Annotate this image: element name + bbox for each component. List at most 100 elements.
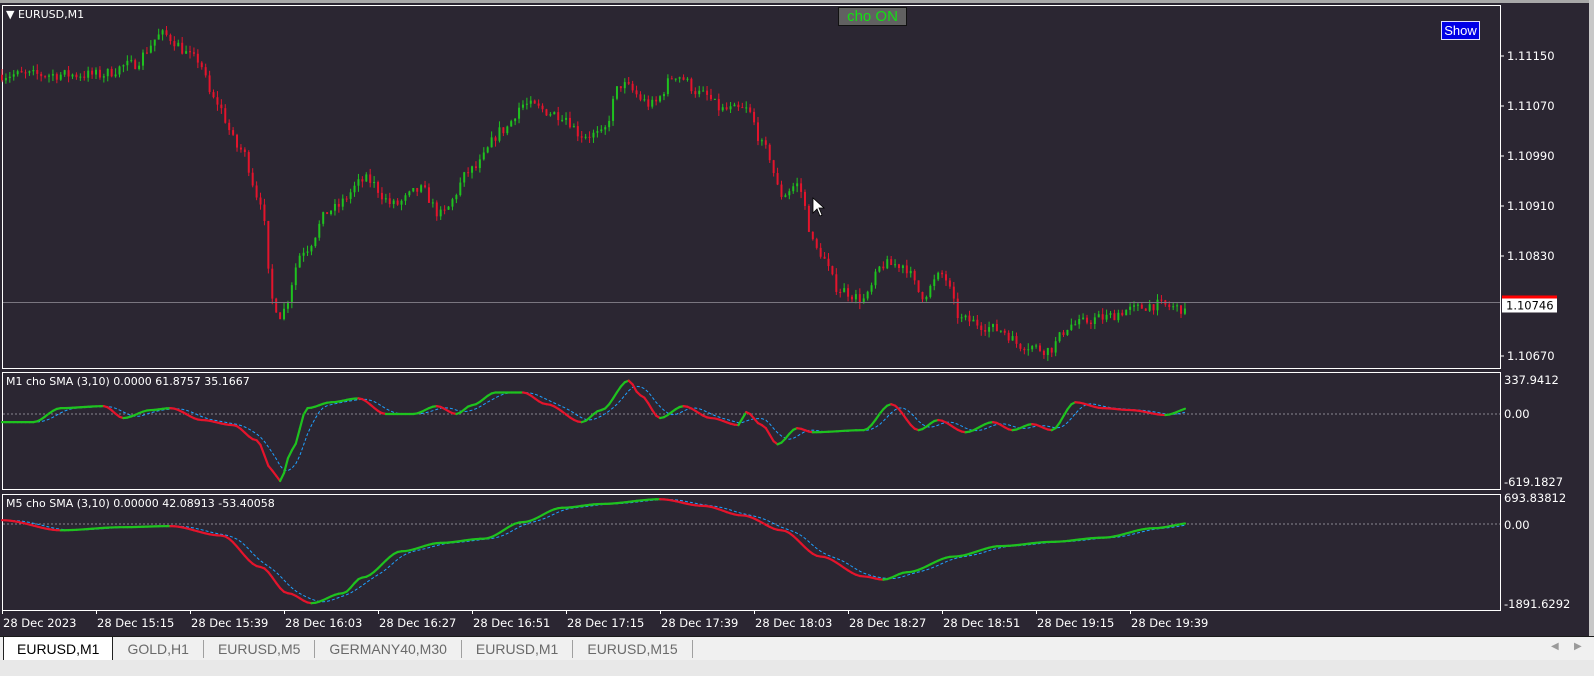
bull-candle — [1105, 314, 1108, 320]
time-tick-label: 28 Dec 15:15 — [97, 616, 174, 630]
bear-candle — [1089, 322, 1092, 325]
bear-candle — [858, 294, 861, 303]
cho-line-segment — [279, 471, 286, 483]
bear-candle — [267, 221, 270, 269]
bear-candle — [1015, 336, 1018, 344]
scroll-right-icon[interactable]: ▶ — [1574, 641, 1582, 652]
show-button[interactable]: Show — [1441, 21, 1480, 40]
bear-candle — [44, 76, 47, 78]
bear-candle — [823, 256, 826, 259]
bear-candle — [952, 286, 955, 299]
tab-germany40-m30[interactable]: GERMANY40,M30 — [315, 640, 462, 658]
bull-candle — [529, 100, 532, 104]
pane-frame — [2, 5, 1501, 369]
bear-candle — [897, 264, 900, 268]
bull-candle — [870, 285, 873, 292]
bull-candle — [87, 70, 90, 78]
m5-min-label: -1891.6292 — [1504, 597, 1570, 611]
bear-candle — [216, 97, 219, 105]
cho-on-button[interactable]: cho ON — [838, 7, 907, 26]
bull-candle — [59, 74, 62, 80]
bull-candle — [12, 74, 15, 77]
bull-candle — [310, 246, 313, 252]
cho-line-segment — [901, 413, 908, 421]
bull-candle — [157, 34, 160, 40]
tab-eurusd-m1-2[interactable]: EURUSD,M1 — [462, 640, 574, 658]
bull-candle — [514, 118, 517, 122]
cho-line-segment — [615, 385, 622, 394]
dropdown-triangle-icon[interactable]: ▼ — [6, 8, 15, 21]
bull-candle — [1070, 324, 1073, 330]
bear-candle — [165, 30, 168, 35]
bull-candle — [95, 69, 98, 75]
bull-candle — [1136, 304, 1139, 306]
pane-frame — [2, 494, 1501, 611]
bull-candle — [1027, 349, 1030, 351]
scroll-left-icon[interactable]: ◀ — [1551, 641, 1559, 652]
bull-candle — [674, 78, 677, 80]
bull-candle — [862, 298, 865, 303]
cho-line-segment — [737, 417, 744, 427]
chart-canvas[interactable]: 1.11150 1.11070 1.10990 1.10910 1.10830 1.106… — [0, 0, 1594, 636]
bull-candle — [1078, 318, 1081, 325]
bear-candle — [494, 137, 497, 141]
bull-candle — [1082, 317, 1085, 319]
bull-candle — [1097, 314, 1100, 318]
bull-candle — [510, 121, 513, 127]
bull-candle — [341, 198, 344, 207]
bear-candle — [709, 94, 712, 100]
bull-candle — [596, 131, 599, 133]
bear-candle — [557, 112, 560, 121]
bull-candle — [878, 266, 881, 272]
bull-candle — [686, 78, 689, 80]
bull-candle — [1011, 336, 1014, 341]
bear-candle — [984, 329, 987, 332]
bull-candle — [185, 51, 188, 54]
bear-candle — [134, 60, 137, 69]
bull-candle — [455, 195, 458, 200]
tab-eurusd-m1[interactable]: EURUSD,M1 — [3, 637, 114, 661]
bear-candle — [345, 198, 348, 200]
bear-candle — [948, 280, 951, 287]
bull-candle — [333, 203, 336, 211]
bull-candle — [420, 185, 423, 192]
bull-candle — [592, 132, 595, 138]
bear-candle — [1113, 313, 1116, 321]
bull-candle — [721, 107, 724, 111]
bull-candle — [612, 98, 615, 121]
cho-line-segment — [286, 449, 293, 460]
bear-candle — [847, 288, 850, 297]
tab-eurusd-m15[interactable]: EURUSD,M15 — [573, 640, 693, 658]
tab-gold-h1[interactable]: GOLD,H1 — [113, 640, 204, 658]
bull-candle — [330, 210, 333, 215]
bull-candle — [521, 104, 524, 108]
cho-line-segment — [611, 391, 619, 400]
bear-candle — [1160, 299, 1163, 301]
tab-eurusd-m5[interactable]: EURUSD,M5 — [204, 640, 316, 658]
bear-candle — [839, 291, 842, 293]
bear-candle — [580, 136, 583, 138]
bear-candle — [576, 126, 579, 137]
cho-line-segment — [259, 443, 266, 457]
bear-candle — [67, 70, 70, 77]
cho-line-segment — [294, 428, 301, 445]
chart-symbol-title[interactable]: ▼ EURUSD,M1 — [6, 8, 84, 21]
bear-candle — [502, 127, 505, 134]
price-tick-label: 1.10910 — [1507, 199, 1555, 213]
cho-line-segment — [282, 457, 290, 475]
bear-candle — [1168, 304, 1171, 307]
bid-marker — [1502, 295, 1557, 299]
cho-line-segment — [741, 410, 748, 420]
bear-candle — [737, 104, 740, 108]
bear-candle — [631, 83, 634, 91]
bull-candle — [561, 119, 564, 121]
bear-candle — [424, 185, 427, 188]
bull-candle — [1031, 346, 1034, 350]
bull-candle — [8, 76, 11, 79]
cho-line-segment — [764, 426, 771, 436]
bull-candle — [431, 202, 434, 204]
bear-candle — [1062, 332, 1065, 335]
bull-candle — [28, 71, 31, 73]
bear-candle — [815, 239, 818, 248]
bear-candle — [956, 298, 959, 319]
